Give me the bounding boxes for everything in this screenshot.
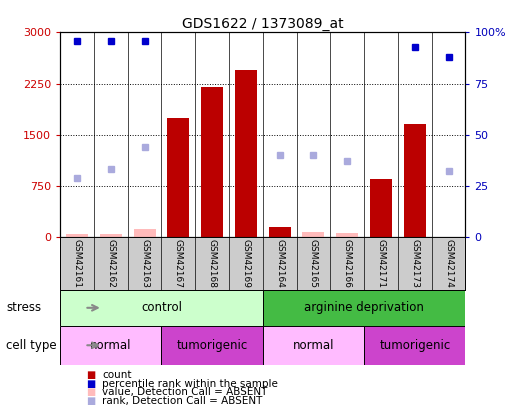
- Text: count: count: [102, 370, 131, 379]
- Text: GSM42174: GSM42174: [444, 239, 453, 288]
- Bar: [263, 290, 465, 326]
- Bar: [404, 124, 426, 237]
- Bar: [66, 234, 88, 237]
- Text: GSM42171: GSM42171: [377, 239, 385, 288]
- Text: GSM42163: GSM42163: [140, 239, 149, 288]
- Text: GSM42161: GSM42161: [73, 239, 82, 288]
- Text: GSM42166: GSM42166: [343, 239, 352, 288]
- Bar: [364, 326, 465, 364]
- Text: ■: ■: [86, 370, 96, 379]
- Text: ■: ■: [86, 379, 96, 388]
- Text: percentile rank within the sample: percentile rank within the sample: [102, 379, 278, 388]
- Bar: [302, 232, 324, 237]
- Text: ■: ■: [86, 396, 96, 405]
- Text: GSM42167: GSM42167: [174, 239, 183, 288]
- Text: GSM42164: GSM42164: [275, 239, 284, 288]
- Text: ■: ■: [86, 388, 96, 397]
- Bar: [133, 229, 155, 237]
- Bar: [60, 326, 162, 364]
- Bar: [100, 234, 122, 237]
- Bar: [167, 117, 189, 237]
- Text: control: control: [141, 301, 182, 314]
- Text: GSM42169: GSM42169: [242, 239, 251, 288]
- Text: arginine deprivation: arginine deprivation: [304, 301, 424, 314]
- Bar: [235, 70, 257, 237]
- Bar: [269, 227, 291, 237]
- Bar: [370, 179, 392, 237]
- Text: rank, Detection Call = ABSENT: rank, Detection Call = ABSENT: [102, 396, 263, 405]
- Title: GDS1622 / 1373089_at: GDS1622 / 1373089_at: [182, 17, 344, 31]
- Text: tumorigenic: tumorigenic: [177, 339, 248, 352]
- Text: stress: stress: [6, 301, 41, 314]
- Text: normal: normal: [293, 339, 334, 352]
- Bar: [60, 290, 263, 326]
- Bar: [201, 87, 223, 237]
- Bar: [263, 326, 364, 364]
- Text: value, Detection Call = ABSENT: value, Detection Call = ABSENT: [102, 388, 267, 397]
- Text: cell type: cell type: [6, 339, 57, 352]
- Text: tumorigenic: tumorigenic: [379, 339, 450, 352]
- Text: GSM42173: GSM42173: [411, 239, 419, 288]
- Text: normal: normal: [90, 339, 132, 352]
- Text: GSM42168: GSM42168: [208, 239, 217, 288]
- Bar: [162, 326, 263, 364]
- Text: GSM42162: GSM42162: [106, 239, 115, 288]
- Bar: [336, 233, 358, 237]
- Text: GSM42165: GSM42165: [309, 239, 318, 288]
